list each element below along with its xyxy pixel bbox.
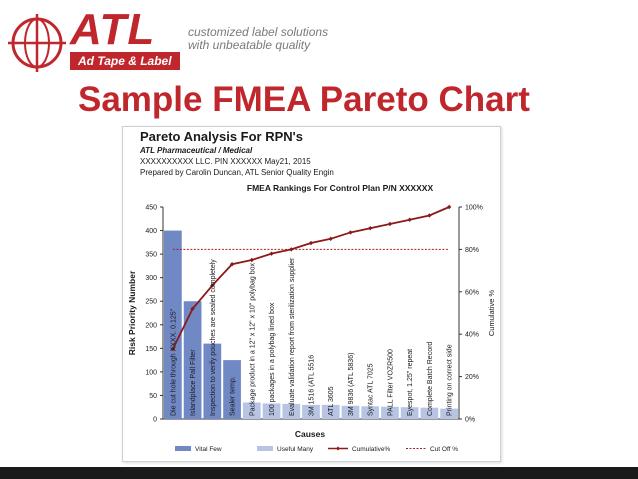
category-label: ATL 3605	[328, 386, 335, 416]
category-label: 3M 9836 (ATL 5836)	[348, 353, 355, 416]
globe-crosshair-icon	[8, 14, 66, 72]
legend-swatch-useful	[257, 446, 273, 451]
bar-useful-many	[242, 402, 261, 419]
legend-swatch-vital	[175, 446, 191, 451]
bar-useful-many	[341, 405, 360, 419]
category-label: Sealer temp.	[230, 376, 237, 416]
bar-useful-many	[262, 403, 281, 419]
y2-axis-label: Cumulative %	[487, 290, 496, 337]
tagline-line1: customized label solutions	[188, 25, 329, 39]
y-tick-label: 150	[145, 346, 157, 353]
y-tick-label: 50	[149, 393, 157, 400]
y2-tick-label: 20%	[465, 374, 479, 381]
footer-bar	[0, 467, 638, 479]
cumulative-point	[249, 257, 254, 263]
legend-label-useful: Useful Many	[277, 446, 314, 453]
logo-sub: Ad Tape & Label	[70, 52, 180, 70]
slide-header: ATL Ad Tape & Label customized label sol…	[0, 0, 638, 75]
cumulative-point	[368, 226, 373, 231]
y-axis-label: Risk Priority Number	[127, 270, 137, 355]
y-tick-label: 200	[145, 322, 157, 329]
y-tick-label: 350	[145, 252, 157, 259]
bar-useful-many	[420, 407, 439, 419]
category-label: Complete Batch Record	[427, 342, 434, 416]
cumulative-point	[348, 230, 353, 235]
y2-tick-label: 40%	[465, 332, 479, 339]
y-tick-label: 400	[145, 228, 157, 235]
cumulative-point	[210, 283, 215, 288]
cumulative-point	[427, 213, 432, 218]
category-label: Syntac ATL 7025	[368, 363, 375, 416]
category-label: Package product in a 12" x 12" x 10" pol…	[249, 263, 256, 416]
y-tick-label: 0	[153, 417, 157, 424]
bar-vital-few	[223, 360, 241, 419]
cumulative-point	[190, 306, 195, 311]
cumulative-point	[328, 236, 333, 241]
y2-tick-label: 100%	[465, 205, 483, 212]
bar-useful-many	[302, 404, 320, 419]
cumulative-point	[269, 251, 274, 256]
bar-useful-many	[361, 406, 380, 419]
category-label: Islandplace Pall Filter	[190, 349, 197, 416]
chart-title: FMEA Rankings For Control Plan P/N XXXXX…	[247, 183, 434, 193]
category-label: 3M 1516 (ATL 5516	[309, 355, 316, 416]
cumulative-point	[229, 262, 235, 267]
bar-vital-few	[164, 230, 182, 419]
bar-vital-few	[183, 301, 202, 419]
bar-useful-many	[400, 407, 419, 419]
cumulative-point	[289, 247, 294, 252]
report-line2: XXXXXXXXXX LLC. PIN XXXXXX May21, 2015	[140, 157, 311, 166]
y2-tick-label: 0%	[465, 417, 475, 424]
x-axis-label: Causes	[295, 429, 326, 439]
logo-main: ATL	[70, 5, 156, 54]
category-label: Inspection to verify pouches are sealed …	[210, 259, 217, 416]
bar-useful-many	[321, 404, 340, 419]
category-label: PALL Filter VOZR500	[387, 349, 394, 416]
cumulative-point	[387, 221, 393, 227]
legend-label-cutoff: Cut Off %	[430, 446, 458, 453]
y-tick-label: 100	[145, 369, 157, 376]
tagline: customized label solutions with unbeatab…	[188, 26, 328, 52]
cumulative-point	[308, 240, 314, 246]
legend-label-vital: Vital Few	[195, 446, 222, 453]
category-label: Eyespot, 1.25" repeat	[407, 349, 414, 416]
category-label: Die cut hole through XXXX. 0.125"	[170, 308, 177, 416]
cumulative-point	[407, 217, 412, 222]
y2-tick-label: 80%	[465, 247, 479, 254]
category-label: 100 packages in a polybag lined box	[269, 302, 276, 416]
legend-marker-cumulative	[336, 446, 340, 451]
y-tick-label: 250	[145, 299, 157, 306]
report-heading: Pareto Analysis For RPN's	[140, 129, 303, 144]
bar-useful-many	[282, 403, 301, 419]
pareto-chart: Pareto Analysis For RPN's ATL Pharmaceut…	[127, 129, 496, 453]
slide-title: Sample FMEA Pareto Chart	[78, 80, 530, 119]
tagline-line2: with unbeatable quality	[188, 38, 311, 52]
report-line1: ATL Pharmaceutical / Medical	[139, 146, 253, 155]
chart-legend: Vital Few Useful Many Cumulative% Cut Off %	[175, 446, 458, 453]
bar-useful-many	[381, 406, 399, 419]
legend-label-cumulative: Cumulative%	[352, 446, 391, 453]
category-label: Evaluate validation report from steriliz…	[289, 257, 296, 416]
y-tick-label: 450	[145, 205, 157, 212]
report-line3: Prepared by Carolin Duncan, ATL Senior Q…	[140, 168, 334, 177]
y-tick-label: 300	[145, 275, 157, 282]
category-label: Printing on correct side	[447, 344, 454, 416]
bar-useful-many	[440, 408, 458, 419]
y2-tick-label: 60%	[465, 289, 479, 296]
bar-vital-few	[203, 343, 222, 419]
chart-panel: Pareto Analysis For RPN's ATL Pharmaceut…	[122, 126, 501, 462]
